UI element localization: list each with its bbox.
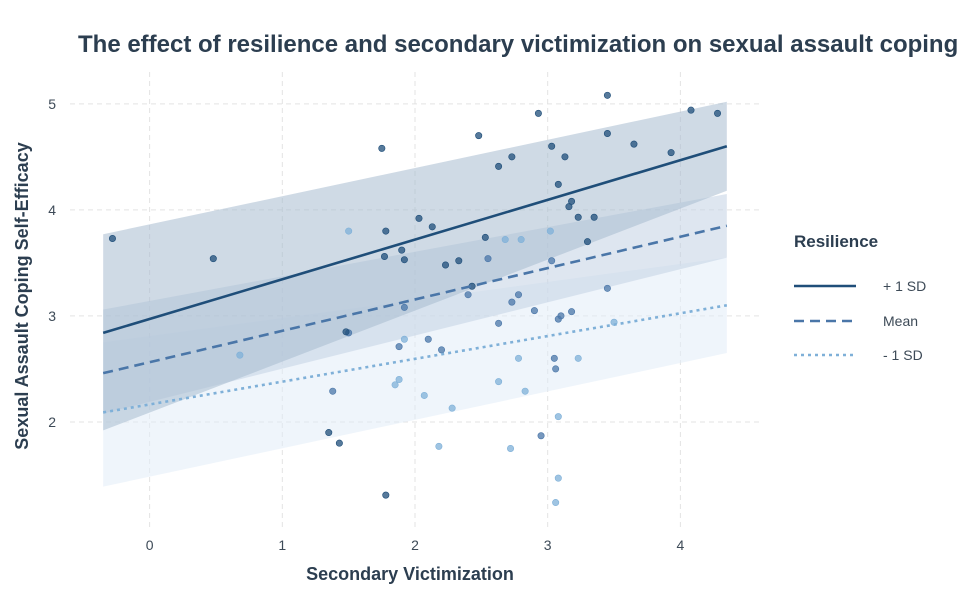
data-point <box>537 432 545 440</box>
data-point <box>554 413 562 421</box>
data-point <box>508 153 516 161</box>
fit-line--1-sd <box>102 144 728 335</box>
data-point <box>325 429 333 437</box>
confidence-ribbons <box>103 101 727 487</box>
data-point <box>455 257 463 265</box>
data-point <box>415 214 423 222</box>
y-tick-label: 2 <box>48 414 56 430</box>
scatter-points <box>108 91 722 507</box>
data-point <box>424 335 432 343</box>
data-point <box>630 140 638 148</box>
data-point <box>514 354 522 362</box>
x-tick-label: 0 <box>146 537 154 553</box>
data-point <box>714 109 722 117</box>
data-point <box>382 491 390 499</box>
x-tick-label: 4 <box>676 537 684 553</box>
data-point <box>603 91 611 99</box>
x-tick-label: 2 <box>411 537 419 553</box>
fit-line--1-sd <box>102 304 728 414</box>
data-point <box>335 439 343 447</box>
data-point <box>517 236 525 244</box>
data-point <box>568 308 576 316</box>
data-point <box>501 236 509 244</box>
data-point <box>391 381 399 389</box>
data-point <box>438 346 446 354</box>
data-point <box>380 253 388 261</box>
data-point <box>395 376 403 384</box>
data-point <box>557 312 565 320</box>
data-point <box>561 153 569 161</box>
data-point <box>442 261 450 269</box>
data-point <box>428 223 436 231</box>
data-point <box>495 319 503 327</box>
chart-title: The effect of resilience and secondary v… <box>78 31 962 58</box>
data-point <box>583 238 591 246</box>
y-tick-labels: 2 3 4 5 <box>48 96 56 430</box>
data-point <box>552 499 560 507</box>
data-point <box>495 378 503 386</box>
legend-title: Resilience <box>794 232 878 251</box>
data-point <box>329 387 337 395</box>
data-point <box>554 180 562 188</box>
data-point <box>548 257 556 265</box>
data-point <box>448 404 456 412</box>
data-point <box>603 130 611 138</box>
data-point <box>521 387 529 395</box>
data-point <box>484 255 492 263</box>
data-point <box>550 354 558 362</box>
data-point <box>382 227 390 235</box>
data-point <box>590 213 598 221</box>
data-point <box>464 291 472 299</box>
x-tick-labels: 0 1 2 3 4 <box>146 537 685 553</box>
data-point <box>530 307 538 315</box>
x-tick-label: 3 <box>544 537 552 553</box>
data-point <box>667 149 675 157</box>
fit-line-mean <box>102 224 728 375</box>
data-point <box>345 227 353 235</box>
data-point <box>574 213 582 221</box>
data-point <box>548 142 556 150</box>
data-point <box>400 303 408 311</box>
y-tick-label: 3 <box>48 308 56 324</box>
data-point <box>554 474 562 482</box>
data-point <box>209 255 217 263</box>
legend-label: - 1 SD <box>883 347 923 363</box>
confidence-band--1-sd <box>103 101 727 431</box>
data-point <box>435 442 443 450</box>
data-point <box>552 365 560 373</box>
data-point <box>481 233 489 241</box>
data-point <box>420 391 428 399</box>
data-point <box>475 132 483 140</box>
data-point <box>378 144 386 152</box>
x-tick-label: 1 <box>278 537 286 553</box>
data-point <box>395 343 403 351</box>
data-point <box>108 234 116 242</box>
x-axis-title: Secondary Victimization <box>306 564 514 584</box>
legend-label: Mean <box>883 313 918 329</box>
y-tick-label: 4 <box>48 202 56 218</box>
legend-label: + 1 SD <box>883 278 926 294</box>
data-point <box>603 284 611 292</box>
y-axis-title: Sexual Assault Coping Self-Efficacy <box>12 142 32 449</box>
data-point <box>687 106 695 114</box>
data-point <box>574 354 582 362</box>
data-point <box>495 162 503 170</box>
data-point <box>508 298 516 306</box>
data-point <box>400 256 408 264</box>
data-point <box>546 227 554 235</box>
data-point <box>400 335 408 343</box>
data-point <box>514 291 522 299</box>
data-point <box>236 351 244 359</box>
legend: Resilience + 1 SD Mean - 1 SD <box>794 232 926 363</box>
data-point <box>507 444 515 452</box>
data-point <box>398 246 406 254</box>
data-point <box>342 328 350 336</box>
y-tick-label: 5 <box>48 96 56 112</box>
regression-lines <box>102 144 728 414</box>
data-point <box>534 109 542 117</box>
data-point <box>568 197 576 205</box>
